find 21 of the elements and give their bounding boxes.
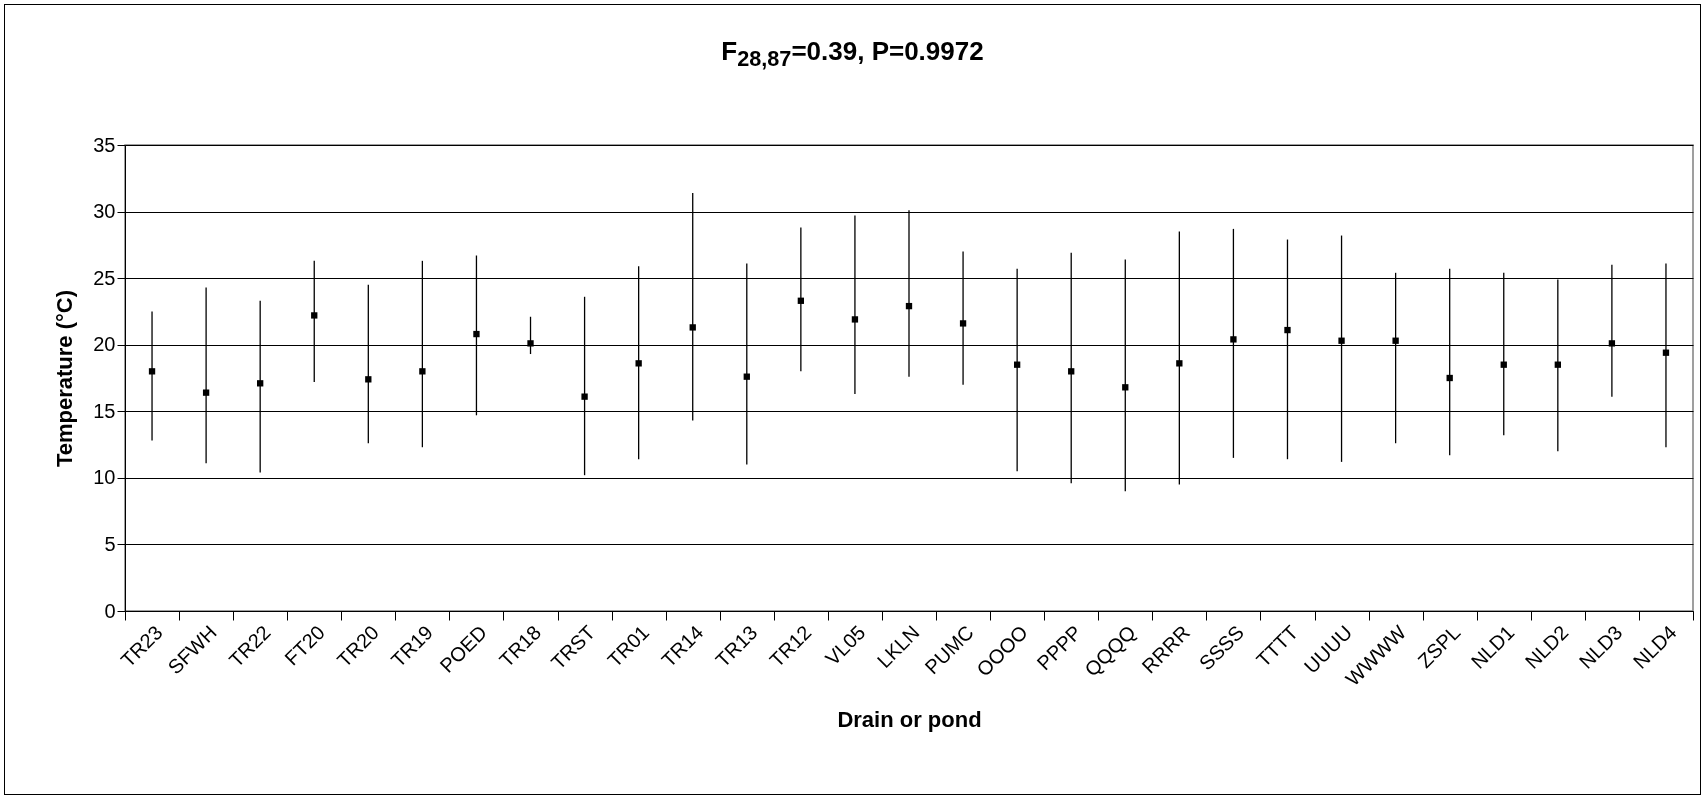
point	[419, 368, 426, 375]
y-tick-label: 30	[93, 200, 116, 223]
point	[1338, 337, 1345, 344]
y-tick-label: 0	[104, 599, 116, 622]
y-tick-label: 10	[93, 466, 116, 489]
point	[473, 330, 480, 338]
x-axis-title: Drain or pond	[837, 707, 982, 733]
point	[1230, 336, 1237, 343]
point	[581, 393, 588, 400]
point	[635, 360, 642, 367]
y-tick-label: 15	[93, 399, 116, 422]
point	[527, 340, 534, 347]
y-axis-title: Temperature (°C)	[52, 289, 78, 468]
point	[1284, 326, 1291, 334]
point	[1176, 360, 1183, 367]
point	[1392, 337, 1399, 344]
y-tick-label: 5	[104, 532, 116, 555]
y-tick-label: 35	[93, 133, 116, 156]
y-tick-label: 25	[93, 266, 116, 289]
y-tick-label: 20	[93, 333, 116, 356]
chart-title: F$_{28,87}$=0.39, P=0.9972	[720, 36, 985, 73]
